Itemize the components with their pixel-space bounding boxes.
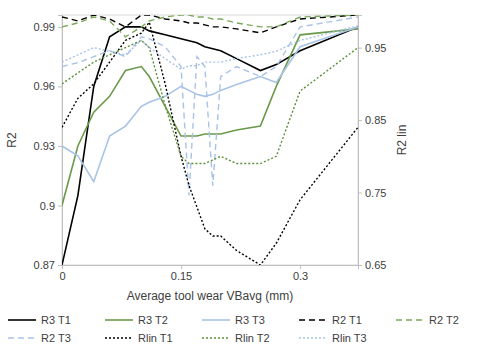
legend-label: R2 T2: [429, 314, 459, 326]
axis-line: [58, 16, 63, 266]
tick: 0.15: [171, 265, 192, 282]
tick-mark: [358, 120, 362, 121]
legend-swatch: [299, 319, 327, 321]
plot-frame: [62, 15, 358, 265]
series-line: [62, 26, 358, 69]
tick-label: 0.75: [365, 187, 386, 199]
tick: 0.65: [358, 259, 386, 271]
y2-axis: 0.65 0.75 0.85 0.95: [358, 16, 386, 272]
legend-swatch: [105, 319, 133, 321]
legend-item: R3 T2: [105, 314, 168, 326]
tick-mark: [58, 265, 62, 266]
tick: 0.96: [34, 80, 62, 92]
series-line: [62, 40, 358, 163]
tick-label: 0.99: [34, 21, 55, 33]
plot-area: [62, 15, 358, 265]
legend-swatch: [8, 319, 36, 321]
legend-swatch: [8, 337, 36, 339]
legend-label: Rlin T2: [235, 332, 270, 344]
legend-label: R2 T3: [41, 332, 71, 344]
tick: 0.3: [293, 265, 308, 282]
y-axis-title: R2: [5, 132, 19, 148]
legend-label: R3 T3: [235, 314, 265, 326]
tick-label: 0.93: [34, 140, 55, 152]
tick-label: 0.87: [34, 259, 55, 271]
tick-mark: [58, 205, 62, 206]
x-axis: 0 0.15 0.3: [59, 265, 358, 282]
legend-swatch: [202, 337, 230, 339]
legend-swatch: [299, 337, 327, 339]
legend-label: R3 T1: [41, 314, 71, 326]
x-axis-title: Average tool wear VBavg (mm): [127, 289, 294, 303]
tick: 0.85: [358, 114, 386, 126]
tick: 0.87: [34, 259, 62, 271]
legend-item: R3 T1: [8, 314, 71, 326]
tick-mark: [181, 265, 182, 269]
tick-mark: [358, 193, 362, 194]
tick-label: 0.65: [365, 259, 386, 271]
legend-item: R2 T3: [8, 332, 71, 344]
legend-item: Rlin T2: [202, 332, 270, 344]
tick-label: 0.9: [40, 199, 55, 211]
tick-mark: [358, 265, 362, 266]
tick-label: 0.3: [293, 270, 308, 282]
tick-mark: [58, 86, 62, 87]
chart: 00.150.30.870.90.930.960.990.650.750.850…: [0, 0, 494, 347]
legend-item: Rlin T1: [105, 332, 173, 344]
tick-label: 0: [59, 270, 65, 282]
legend-swatch: [105, 337, 133, 339]
tick: 0.99: [34, 21, 62, 33]
tick-mark: [300, 265, 301, 269]
series-line: [62, 15, 358, 37]
legend-label: Rlin T1: [138, 332, 173, 344]
tick-label: 0.15: [171, 270, 192, 282]
series-line: [62, 27, 358, 182]
tick: 0.95: [358, 42, 386, 54]
series-line: [62, 17, 358, 196]
legend-item: Rlin T3: [299, 332, 367, 344]
tick-mark: [58, 146, 62, 147]
legend-label: R2 T1: [332, 314, 362, 326]
tick: 0.93: [34, 140, 62, 152]
tick: 0: [59, 265, 65, 282]
legend-label: Rlin T3: [332, 332, 367, 344]
tick: 0.9: [40, 199, 62, 211]
tick-label: 0.96: [34, 80, 55, 92]
tick: 0.75: [358, 187, 386, 199]
legend: R3 T1 R3 T2 R3 T3 R2 T1 R2 T2 R2 T3 Rlin T1 Rli…: [8, 314, 459, 344]
tick-label: 0.95: [365, 42, 386, 54]
legend-item: R2 T2: [396, 314, 459, 326]
legend-label: R3 T2: [138, 314, 168, 326]
tick-mark: [58, 27, 62, 28]
axis-line: [63, 266, 359, 270]
legend-item: R2 T1: [299, 314, 362, 326]
series-line: [62, 29, 358, 206]
legend-swatch: [396, 319, 424, 321]
series-line: [62, 22, 358, 265]
legend-swatch: [202, 319, 230, 321]
legend-item: R3 T3: [202, 314, 265, 326]
axis-line: [359, 16, 363, 266]
y2-axis-title: R2 lin: [395, 125, 409, 156]
y-axis: 0.87 0.9 0.93 0.96 0.99: [34, 16, 63, 272]
tick-label: 0.85: [365, 114, 386, 126]
tick-mark: [358, 48, 362, 49]
